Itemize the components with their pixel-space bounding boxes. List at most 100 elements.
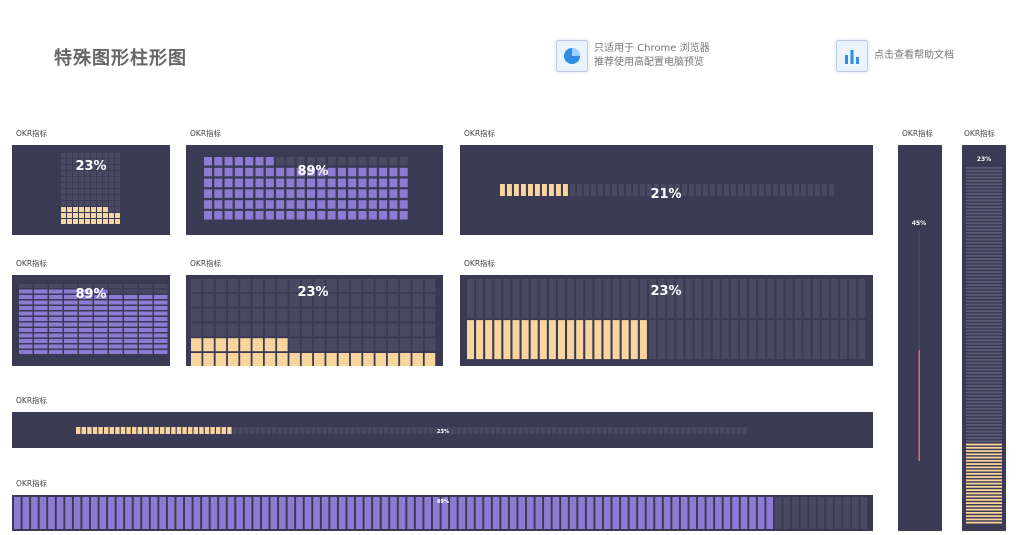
p9-cell bbox=[692, 427, 697, 434]
p2-cell bbox=[337, 200, 346, 209]
p8-cell bbox=[585, 279, 593, 318]
p2-cell bbox=[245, 200, 254, 209]
p5-line bbox=[966, 180, 1002, 182]
p3-cell bbox=[738, 184, 743, 196]
p5-line bbox=[966, 443, 1002, 446]
p7-cell bbox=[301, 308, 313, 322]
p7-cell bbox=[203, 353, 214, 366]
p7-cell bbox=[264, 308, 276, 322]
p6-cell bbox=[64, 328, 78, 332]
p7-cell bbox=[227, 353, 239, 366]
p10-cell bbox=[578, 497, 585, 529]
p7-cell bbox=[252, 338, 263, 352]
p5-line bbox=[966, 385, 1002, 387]
p5-line bbox=[966, 502, 1002, 505]
p3-cell bbox=[591, 184, 596, 196]
p5-line bbox=[966, 215, 1002, 218]
p10-cell bbox=[65, 497, 72, 529]
p7-cell bbox=[424, 323, 436, 337]
p3-cell bbox=[815, 184, 820, 196]
p9-cell bbox=[76, 427, 81, 434]
p1-cell bbox=[67, 207, 72, 212]
p10-cell bbox=[698, 497, 705, 529]
p1-cell bbox=[85, 159, 90, 164]
p5-line bbox=[966, 280, 1002, 283]
p9-cell bbox=[98, 427, 103, 434]
browser-tip-line2: 推荐使用高配置电脑预览 bbox=[594, 57, 704, 68]
p7-cell bbox=[400, 308, 411, 322]
p1-label: OKR指标 bbox=[16, 129, 48, 138]
p1-cell bbox=[109, 207, 114, 212]
p3-cell bbox=[794, 184, 799, 196]
p5-line bbox=[966, 459, 1002, 462]
p3-cell bbox=[731, 184, 736, 196]
p10-cell bbox=[646, 497, 654, 529]
p6-cell bbox=[139, 295, 153, 299]
p7-cell bbox=[412, 338, 423, 352]
p6-cell bbox=[124, 339, 138, 343]
p10-cell bbox=[304, 497, 312, 529]
p1-cell bbox=[85, 201, 90, 206]
p7-cell bbox=[375, 323, 386, 337]
p8-cell bbox=[685, 320, 693, 360]
p5-line bbox=[966, 365, 1002, 368]
p10-cell bbox=[800, 497, 808, 529]
p2-cell bbox=[245, 189, 254, 198]
p1-cell bbox=[97, 195, 102, 200]
p2-cell bbox=[327, 189, 336, 198]
p7-cell bbox=[191, 323, 202, 337]
help-tip[interactable]: 点击查看帮助文档 bbox=[836, 40, 954, 72]
p9-cell bbox=[557, 427, 562, 434]
p1-cell bbox=[109, 195, 114, 200]
p5-line bbox=[966, 290, 1002, 293]
p8-cell bbox=[476, 279, 484, 318]
p1-cell bbox=[67, 171, 72, 176]
p10-cell bbox=[527, 497, 534, 529]
p5-line bbox=[966, 167, 1002, 169]
p9-cell bbox=[120, 427, 126, 434]
p9-cell bbox=[316, 427, 322, 434]
p8-cell bbox=[849, 320, 857, 360]
p9-cell bbox=[148, 427, 154, 434]
p3-cell bbox=[605, 184, 610, 196]
p7-cell bbox=[264, 353, 276, 366]
okr-panel-5: 23% bbox=[962, 145, 1006, 531]
p6-cell bbox=[139, 284, 153, 288]
p2-cell bbox=[224, 178, 233, 188]
p6-cell bbox=[94, 300, 108, 305]
p2-cell bbox=[286, 200, 295, 209]
p10-cell bbox=[740, 497, 748, 529]
p6-cell bbox=[64, 322, 78, 327]
p1-cell bbox=[115, 189, 120, 194]
p9-cell bbox=[160, 427, 165, 434]
p7-cell bbox=[252, 308, 263, 322]
p2-cell bbox=[224, 167, 233, 177]
p2-cell bbox=[204, 189, 212, 198]
p2-value-label: 89% bbox=[297, 164, 328, 179]
p5-line bbox=[966, 505, 1002, 508]
p6-cell bbox=[109, 289, 123, 294]
p5-line bbox=[966, 359, 1002, 361]
p7-cell bbox=[400, 338, 411, 352]
p2-cell bbox=[265, 157, 274, 166]
p10-cell bbox=[22, 497, 30, 529]
p9-cell bbox=[619, 427, 624, 434]
p9-cell bbox=[580, 427, 585, 434]
bar-chart-icon[interactable] bbox=[836, 40, 868, 72]
p9-cell bbox=[529, 427, 534, 434]
p8-cell bbox=[730, 320, 738, 360]
p7-svg: 23% bbox=[191, 279, 436, 366]
help-link[interactable]: 点击查看帮助文档 bbox=[874, 50, 954, 61]
p7-cell bbox=[240, 323, 251, 337]
p8-cell bbox=[621, 279, 629, 318]
p10-cell bbox=[826, 497, 833, 529]
p2-cell bbox=[286, 157, 295, 166]
p6-cell bbox=[19, 322, 33, 327]
p6-cell bbox=[34, 328, 48, 332]
p8-cell bbox=[467, 279, 474, 318]
p6-cell bbox=[19, 289, 33, 294]
p1-cell bbox=[67, 177, 72, 182]
p9-cell bbox=[496, 427, 501, 434]
p10-cell bbox=[99, 497, 107, 529]
p10-cell bbox=[843, 497, 850, 529]
